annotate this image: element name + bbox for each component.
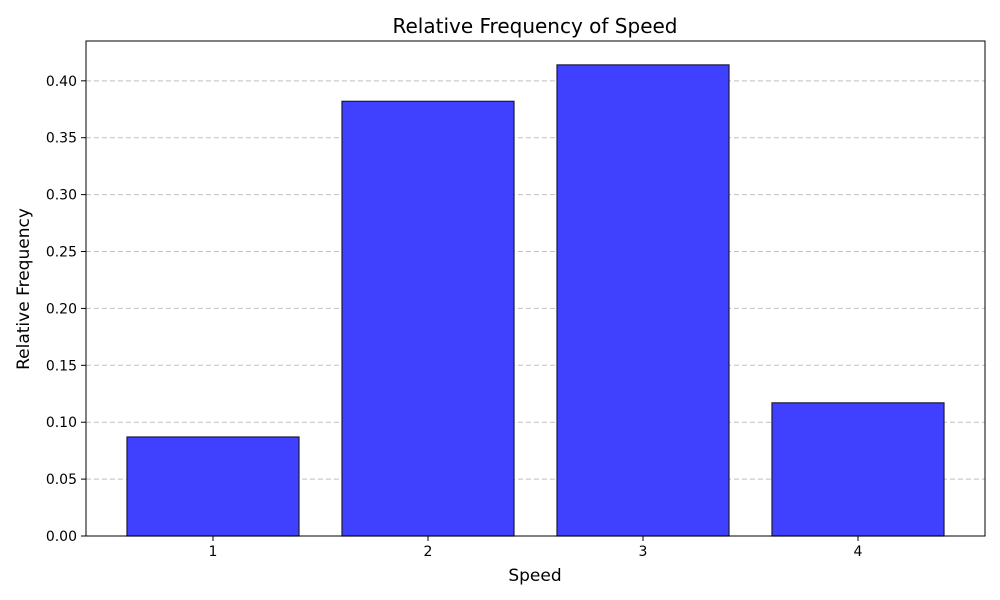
chart-title: Relative Frequency of Speed [392, 14, 677, 38]
bar-2 [341, 100, 515, 537]
bar-3 [556, 64, 730, 537]
bars [126, 64, 945, 537]
y-tick-label: 0.25 [46, 245, 77, 261]
x-tick-label: 3 [639, 544, 648, 560]
y-tick-label: 0.20 [46, 301, 77, 317]
y-tick-label: 0.15 [46, 358, 77, 374]
y-axis-label: Relative Frequency [14, 208, 34, 370]
bar-1 [126, 436, 300, 537]
y-tick-label: 0.40 [46, 74, 77, 90]
y-tick-label: 0.35 [46, 131, 77, 147]
y-tick-label: 0.30 [46, 188, 77, 204]
y-tick-label: 0.00 [46, 529, 77, 545]
x-tick-label: 1 [209, 544, 218, 560]
bar-4 [771, 402, 945, 537]
y-tick-label: 0.05 [46, 472, 77, 488]
y-tick-label: 0.10 [46, 415, 77, 431]
y-axis-ticks: 0.00 0.05 0.10 0.15 0.20 0.25 0.30 0.35 0.40 [46, 74, 86, 545]
x-tick-label: 2 [424, 544, 433, 560]
x-axis-label: Speed [508, 566, 561, 586]
x-tick-label: 4 [854, 544, 863, 560]
plot-area-frame [85, 40, 986, 537]
x-axis-ticks: 1 2 3 4 [209, 536, 863, 560]
